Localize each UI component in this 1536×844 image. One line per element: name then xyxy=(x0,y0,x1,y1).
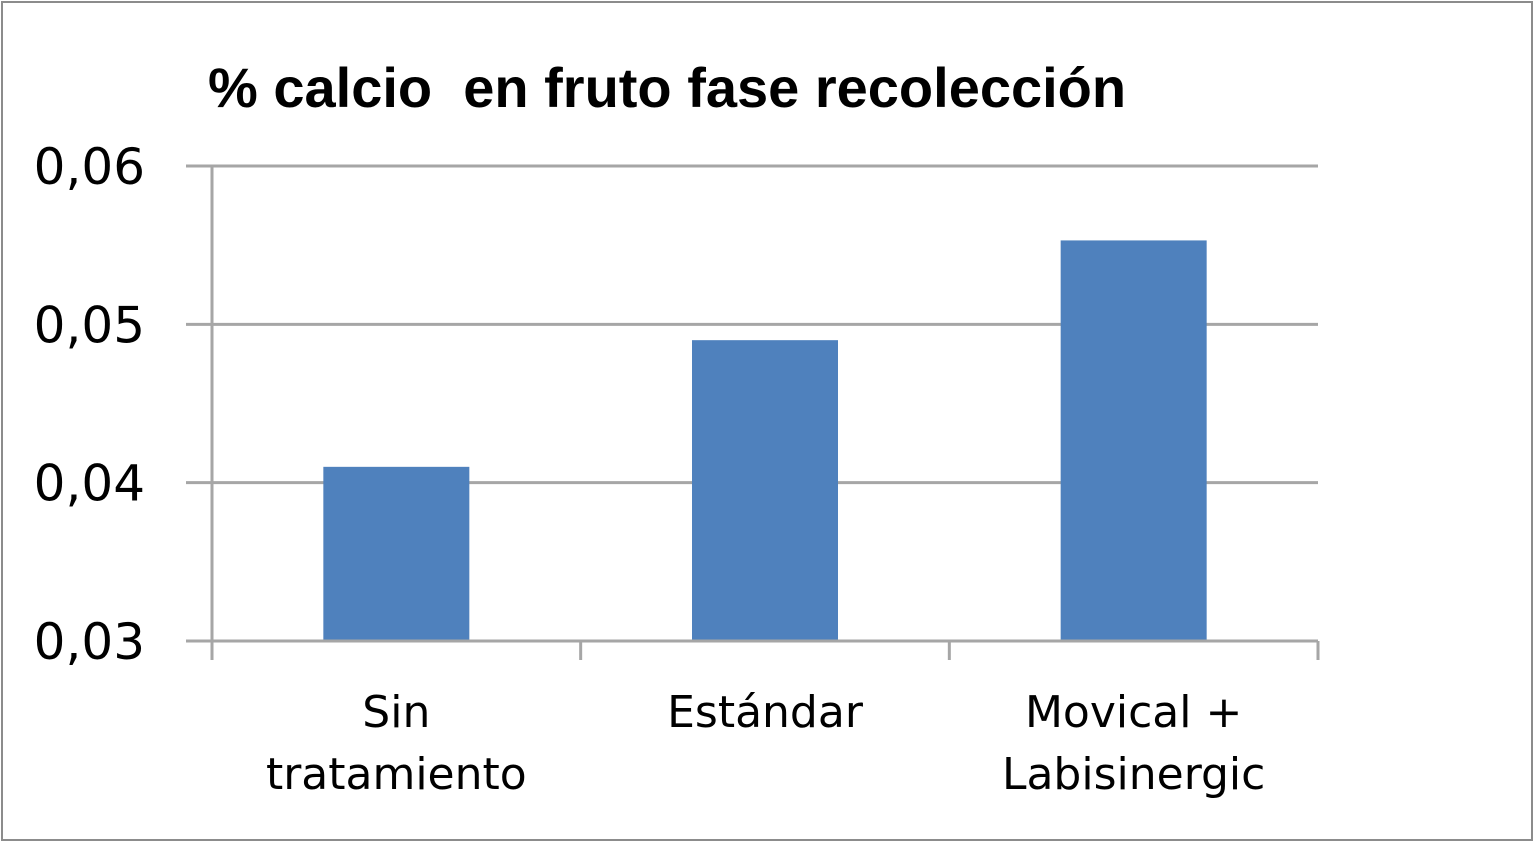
y-tick-labels: 0,03 0,04 0,05 0,06 xyxy=(34,138,145,671)
chart-title: % calcio en fruto fase recolección xyxy=(208,56,1126,119)
bar xyxy=(323,466,470,641)
y-tick-label: 0,05 xyxy=(34,296,145,354)
bars xyxy=(323,240,1207,641)
x-tick-label: Estándar xyxy=(667,687,864,738)
y-tick-label: 0,03 xyxy=(34,613,145,671)
bar xyxy=(1060,240,1207,641)
x-tick-labels: Sin tratamiento Estándar Movical + Labisiner… xyxy=(266,687,1265,800)
y-tick-label: 0,04 xyxy=(34,455,145,513)
y-tick-label: 0,06 xyxy=(34,138,145,196)
bar xyxy=(692,340,838,641)
x-tick-label: Movical + Labisinergic xyxy=(1002,687,1265,800)
axes xyxy=(210,166,1320,660)
x-tick-label: Sin tratamiento xyxy=(266,687,527,800)
